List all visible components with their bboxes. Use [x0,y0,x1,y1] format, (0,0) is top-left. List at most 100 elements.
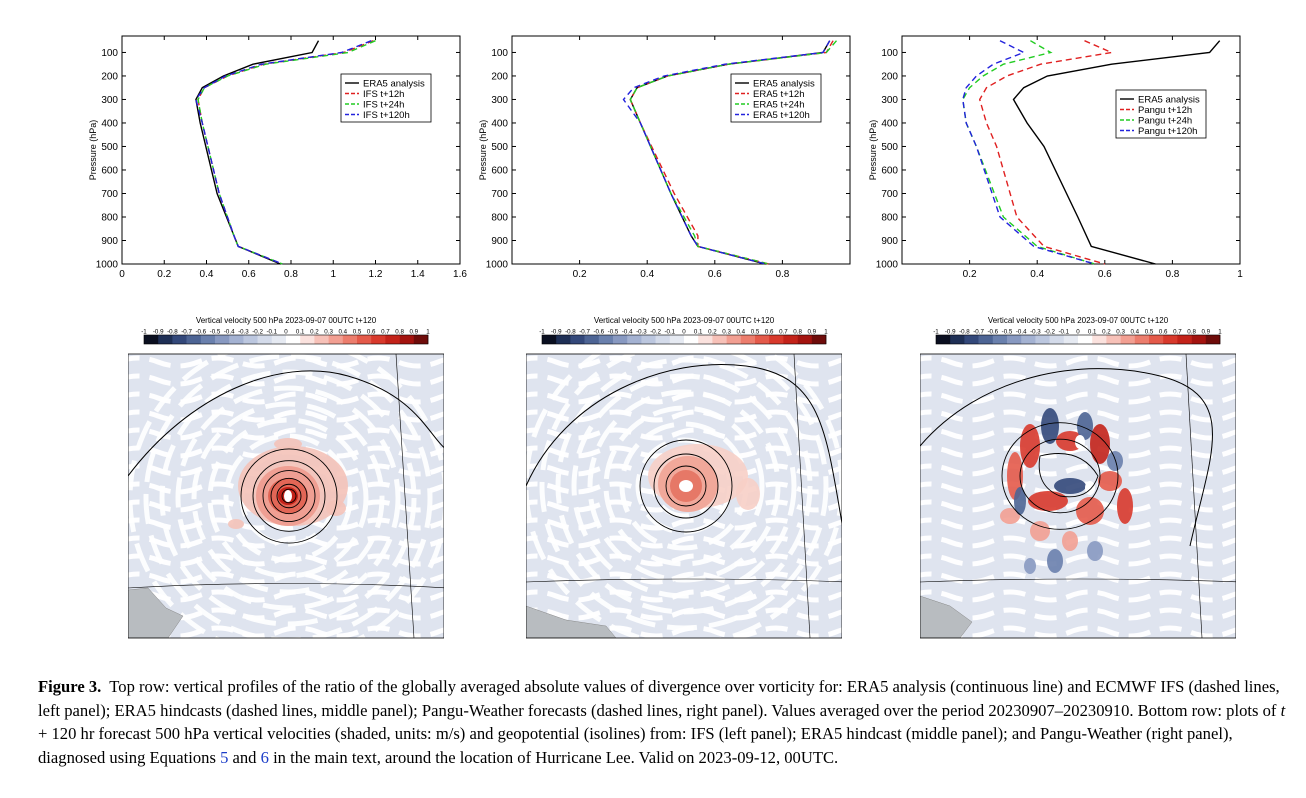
colorbar-frame [541,334,827,345]
colorbar-tick-label: -0.8 [167,329,178,336]
y-tick-label: 500 [491,142,508,153]
colorbar-cell [413,335,429,344]
shading-ring [571,373,797,599]
colorbar-tick-label: 0 [284,329,288,336]
colorbar-cell [1177,335,1192,344]
shading-ring [207,417,369,579]
series-line [195,40,372,265]
equation-link-5[interactable]: 5 [220,747,229,767]
colorbar-tick-label: -0.9 [153,329,164,336]
figure-label: Figure 3. [38,677,102,696]
y-axis-label: Pressure (hPa) [88,120,98,181]
y-tick-label: 900 [881,236,898,247]
shading-stripe [128,535,444,549]
colorbar-cell [978,335,994,344]
profile-chart-right: 100 200 300 400 500 600 700 800 900 1000 0.2 0.4 0.6… [868,35,1243,280]
colorbar-cell [598,335,614,344]
legend-box [340,73,432,123]
colorbar-tick-label: -0.3 [1030,329,1041,336]
y-tick-label: 400 [101,118,118,129]
colorbar-tick-label: -0.6 [593,329,604,336]
colorbar-cell [1078,335,1093,344]
shading-stripe [128,589,444,603]
shading-stripe [526,445,842,459]
colorbar-cell [399,335,415,344]
colorbar-cell [797,335,813,344]
shading-stripe [526,625,842,638]
colorbar-cell [627,335,642,344]
colorbar-cell [1092,335,1107,344]
map-figure-era5: -1 -0.9 -0.8 -0.7 -0.6 -0.5 -0.4 -0.3 -0.2 -0.1 0 0… [525,329,843,639]
colorbar-cell [271,335,287,344]
legend-label: IFS t+120h [363,110,410,121]
colorbar-cell [1205,335,1221,344]
x-tick-label: 0.4 [200,269,214,280]
colorbar-cell [1021,335,1036,344]
x-tick-label: 1.2 [369,269,383,280]
shading-stripe [128,391,444,405]
legend-label: IFS t+24h [363,100,404,111]
colorbar-tick-label: 0.1 [694,329,703,336]
y-tick-label: 200 [101,71,118,82]
shading-blob [1014,487,1026,515]
legend-box [1115,89,1207,139]
y-tick-label: 300 [491,95,508,106]
colorbar-tick-label: -0.4 [1016,329,1027,336]
colorbar-cell [712,335,727,344]
colorbar-tick-label: 0.4 [1130,329,1139,336]
colorbar-cell [641,335,656,344]
longitude-line [793,354,811,638]
x-tick-label: 1 [330,269,336,280]
colorbar-cell [726,335,742,344]
shading-stripe [526,481,842,495]
shading-blob [1085,481,1095,495]
x-tick-label: 0.4 [640,269,654,280]
shading-stripe [128,445,444,459]
colorbar-tick-label: -0.3 [238,329,249,336]
colorbar-cell [613,335,628,344]
y-tick-label: 600 [101,165,118,176]
geopotential-isoline [1001,422,1119,530]
x-tick-label: 0.4 [1030,269,1044,280]
shading-blob [1047,549,1063,573]
shading-blob [1028,491,1068,511]
shading-stripe [526,553,842,567]
shading-stripe [128,517,444,531]
map-panel-pangu: Vertical velocity 500 hPa 2023-09-07 00U… [919,316,1237,645]
colorbar-tick-label: 0.2 [1102,329,1111,336]
profile-chart-middle: 100 200 300 400 500 600 700 800 900 1000 0.2 0.4 0.6… [478,35,851,280]
shading-blob [284,490,292,502]
y-tick-label: 100 [491,48,508,59]
shading-stripe [128,571,444,585]
equation-link-6[interactable]: 6 [260,747,269,767]
colorbar-cell [698,335,713,344]
series-line [962,40,1095,265]
x-tick-label: 1 [1237,269,1243,280]
x-tick-label: 0.8 [775,269,789,280]
geopotential-isoline [639,439,733,533]
colorbar-tick-label: -0.1 [664,329,675,336]
colorbar-tick-label: 0.8 [1187,329,1196,336]
caption-text-2: + 120 hr forecast 500 hPa vertical veloc… [38,724,1233,767]
colorbar-tick-label: -0.6 [987,329,998,336]
y-tick-label: 800 [881,212,898,223]
shading-blob [1000,508,1020,524]
legend-box [730,73,822,123]
coastline [526,364,842,527]
colorbar-cell [584,335,600,344]
shading-stripe [128,355,444,369]
shading-stripe [128,373,444,387]
geopotential-isoline [1019,438,1101,514]
colorbar-tick-label: 0 [682,329,686,336]
caption-text-3: in the main text, around the location of… [268,747,839,767]
shading-stripe [920,607,1236,621]
shading-blob [228,519,244,529]
colorbar-tick-label: -0.2 [252,329,263,336]
shading-stripe [526,373,842,387]
colorbar-cell [783,335,798,344]
map-title-era5: Vertical velocity 500 hPa 2023-09-07 00U… [593,316,775,325]
shading-ring [175,385,401,611]
y-tick-label: 200 [881,71,898,82]
y-tick-label: 700 [881,189,898,200]
colorbar-cell [1134,335,1150,344]
